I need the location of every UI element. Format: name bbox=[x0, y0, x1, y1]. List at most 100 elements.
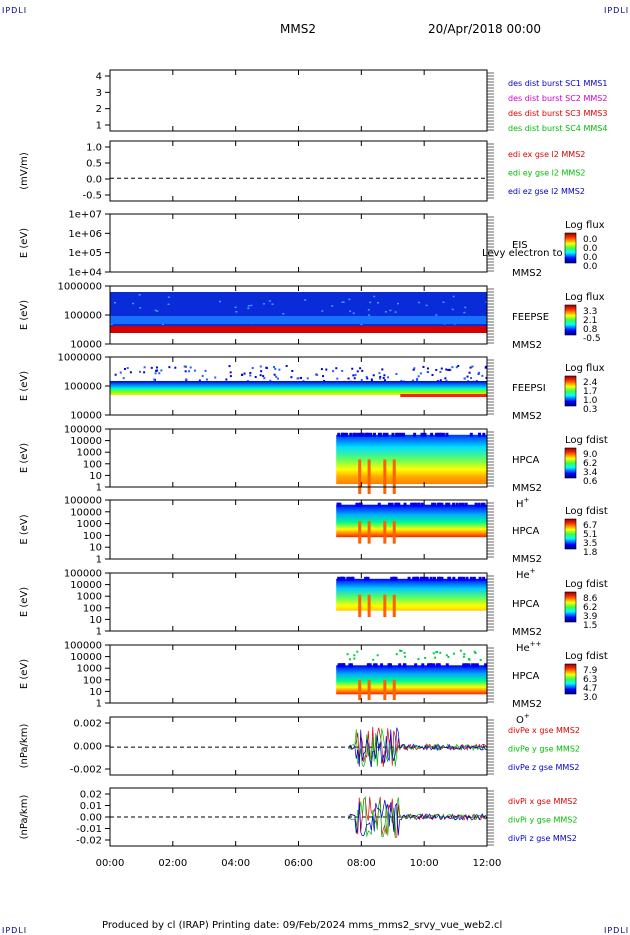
hpca-spectrogram bbox=[336, 578, 487, 611]
x-tick-label: 08:00 bbox=[347, 858, 376, 869]
feepse-speckle bbox=[377, 302, 380, 304]
hpca-top-edge bbox=[440, 576, 444, 581]
hpca-top-edge bbox=[438, 432, 442, 437]
feepsi-speckle bbox=[188, 370, 191, 373]
feepsi-speckle bbox=[259, 365, 262, 368]
hpca-speckle bbox=[399, 649, 402, 652]
y-tick-label: 1000 bbox=[77, 592, 102, 603]
colorbar-label: 6.2 bbox=[583, 603, 597, 613]
feepsi-speckle bbox=[445, 368, 448, 371]
hpca-top-edge bbox=[423, 432, 427, 437]
instrument-name: HPCA bbox=[512, 526, 540, 537]
feepsi-speckle bbox=[379, 375, 382, 378]
colorbar bbox=[564, 591, 577, 623]
hpca-top-edge bbox=[341, 663, 345, 668]
colorbar-label: 0.0 bbox=[583, 262, 598, 272]
y-tick-label: 1e+05 bbox=[68, 248, 102, 259]
hpca-top-edge bbox=[441, 432, 445, 437]
feepse-speckle bbox=[167, 303, 170, 306]
hpca-speckle bbox=[473, 650, 476, 653]
hpca-top-edge bbox=[394, 502, 398, 507]
y-tick-label: 10 bbox=[89, 615, 102, 626]
hpca-speckle bbox=[403, 651, 406, 654]
y-axis-label: E (eV) bbox=[19, 371, 30, 401]
feepse-speckle bbox=[331, 305, 334, 307]
feepsi-speckle bbox=[185, 378, 188, 381]
colorbar-label: 6.3 bbox=[583, 675, 597, 685]
feepse-band bbox=[110, 316, 487, 324]
feepse-speckle bbox=[235, 311, 238, 313]
colorbar-title: Log fdist bbox=[565, 435, 608, 446]
cutoff-label: Levy electron to bbox=[482, 248, 563, 259]
feepse-speckle bbox=[271, 303, 274, 305]
hpca-top-edge bbox=[427, 663, 431, 668]
divp-series-0 bbox=[348, 796, 488, 838]
colorbar-label: 8.6 bbox=[583, 594, 598, 604]
feepsi-speckle bbox=[341, 369, 344, 372]
feepsi-speckle bbox=[229, 371, 232, 374]
feepsi-speckle bbox=[378, 372, 381, 375]
hpca-speckle bbox=[376, 654, 379, 657]
feepsi-speckle bbox=[143, 366, 146, 369]
feepsi-speckle bbox=[139, 370, 142, 373]
y-tick-label: 1e+07 bbox=[68, 210, 102, 221]
y-tick-label: 1e+04 bbox=[68, 268, 102, 279]
feepsi-speckle bbox=[249, 371, 252, 374]
hpca-top-edge bbox=[480, 502, 484, 507]
feepsi-speckle bbox=[395, 372, 398, 375]
y-tick-label: 0.0 bbox=[86, 175, 102, 186]
hpca-top-edge bbox=[461, 502, 465, 507]
hpca-top-edge bbox=[413, 432, 417, 437]
hpca-top-edge bbox=[420, 502, 424, 507]
hpca-top-edge bbox=[472, 576, 476, 581]
feepsi-speckle bbox=[427, 371, 430, 374]
hpca-spike bbox=[358, 594, 362, 618]
feepsi-speckle bbox=[325, 368, 328, 371]
instrument-name: FEEPSI bbox=[512, 383, 546, 394]
hpca-top-edge bbox=[459, 576, 463, 581]
hpca-spike bbox=[358, 459, 362, 494]
hpca-top-edge bbox=[447, 502, 451, 507]
colorbar-label: 9.0 bbox=[583, 450, 598, 460]
hpca-top-edge bbox=[387, 502, 391, 507]
feepsi-speckle bbox=[356, 370, 359, 373]
feepse-speckle bbox=[262, 303, 265, 305]
hpca-top-edge bbox=[464, 663, 468, 668]
feepsi-speckle bbox=[347, 377, 350, 380]
corner-label-top-left: IPDLI bbox=[2, 6, 28, 15]
colorbar-label: 1.5 bbox=[583, 621, 597, 631]
feepsi-speckle bbox=[150, 366, 153, 369]
feepsi-speckle bbox=[431, 373, 434, 376]
series-legend: divPi y gse MMS2 bbox=[508, 816, 577, 825]
feepsi-speckle bbox=[129, 371, 132, 374]
colorbar-title: Log fdist bbox=[565, 579, 608, 590]
series-legend: des dist burst SC3 MMS3 bbox=[508, 109, 607, 118]
series-legend: des dist burst SC4 MMS4 bbox=[508, 124, 607, 133]
hpca-top-edge bbox=[396, 502, 400, 507]
colorbar-title: Log fdist bbox=[565, 506, 608, 517]
hpca-top-edge bbox=[394, 576, 398, 581]
feepsi-speckle bbox=[381, 368, 384, 371]
colorbar bbox=[564, 663, 577, 695]
hpca-top-edge bbox=[417, 502, 421, 507]
colorbar-label: 3.9 bbox=[583, 612, 598, 622]
feepsi-speckle bbox=[361, 369, 364, 372]
hpca-top-edge bbox=[433, 502, 437, 507]
y-tick-label: 1.0 bbox=[86, 143, 102, 154]
colorbar-label: 6.2 bbox=[583, 459, 597, 469]
instrument-name: HPCA bbox=[512, 599, 540, 610]
hpca-top-edge bbox=[372, 432, 376, 437]
feepsi-speckle bbox=[400, 379, 403, 382]
colorbar-label: 3.3 bbox=[583, 307, 597, 317]
series-legend: edi ey gse l2 MMS2 bbox=[508, 169, 586, 178]
y-tick-label: -0.01 bbox=[76, 824, 102, 835]
hpca-top-edge bbox=[398, 663, 402, 668]
y-tick-label: 10 bbox=[89, 471, 102, 482]
y-tick-label: 0.02 bbox=[80, 790, 102, 801]
feepsi-speckle bbox=[447, 369, 450, 372]
feepsi-speckle bbox=[189, 366, 192, 369]
hpca-speckle bbox=[434, 656, 437, 659]
y-tick-label: -0.02 bbox=[76, 836, 102, 847]
colorbar-label: 7.9 bbox=[583, 666, 598, 676]
